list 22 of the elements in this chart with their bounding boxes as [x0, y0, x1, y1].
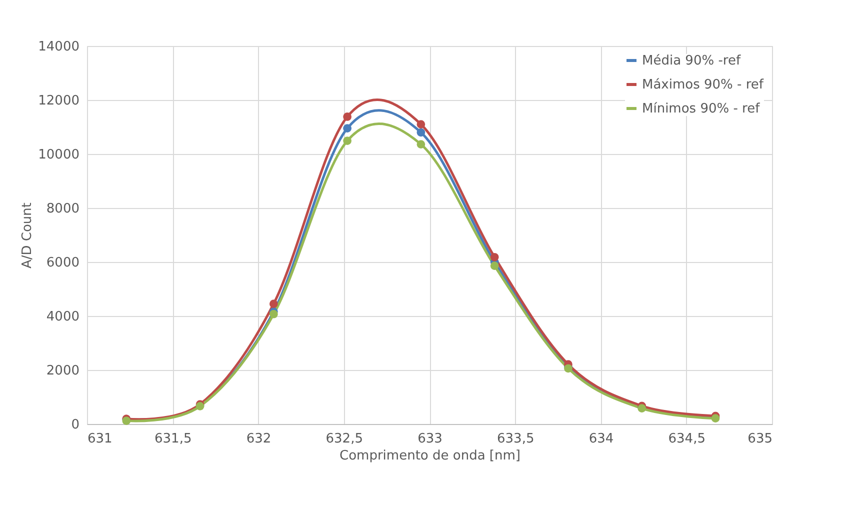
legend-label: Mínimos 90% - ref — [642, 102, 760, 116]
x-tick-label: 633 — [418, 432, 442, 446]
y-tick-label: 4000 — [46, 310, 80, 324]
y-tick-label: 0 — [71, 418, 80, 432]
y-tick-label: 2000 — [46, 364, 80, 378]
y-tick-label: 8000 — [46, 202, 80, 216]
x-tick-label: 631 — [88, 432, 112, 446]
y-tick-label: 14000 — [38, 40, 80, 54]
y-tick-label: 6000 — [46, 256, 80, 270]
x-tick-label: 632 — [246, 432, 272, 446]
legend-label: Média 90% -ref — [642, 54, 741, 68]
legend-label: Máximos 90% - ref — [642, 78, 764, 92]
x-tick-label: 634,5 — [668, 432, 706, 446]
y-tick-label: 10000 — [38, 148, 80, 162]
x-tick-label: 631,5 — [154, 432, 192, 446]
y-axis-title: A/D Count — [20, 202, 36, 269]
x-tick-label: 632,5 — [326, 432, 363, 446]
x-axis-title: Comprimento de onda [nm] — [340, 448, 520, 464]
x-tick-label: 633,5 — [497, 432, 534, 446]
y-tick-label: 12000 — [38, 94, 80, 108]
x-tick-label: 635 — [748, 432, 772, 446]
x-tick-label: 634 — [588, 432, 614, 446]
